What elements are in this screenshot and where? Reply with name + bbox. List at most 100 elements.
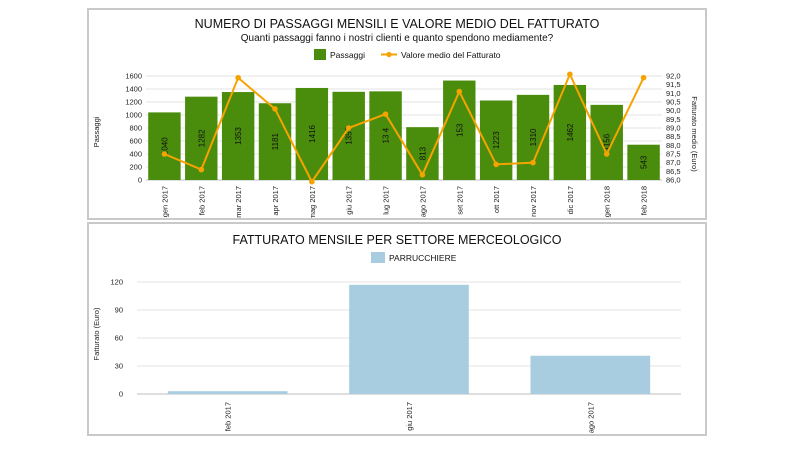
monthly-visits-chart: NUMERO DI PASSAGGI MENSILI E VALORE MEDI… <box>92 17 699 218</box>
y-right-tick-label: 88,0 <box>666 141 681 150</box>
y-left-tick-label: 1600 <box>125 72 142 81</box>
y-right-tick-label: 86,0 <box>666 176 681 185</box>
line-point <box>161 151 168 157</box>
bar-parrucchiere <box>530 355 651 394</box>
y-axis-left-label: Passaggi <box>92 116 101 147</box>
bar-data-label: 1156 <box>603 133 612 151</box>
line-point <box>272 106 278 112</box>
y-left-tick-label: 1400 <box>125 85 142 94</box>
x-tick-label: mar 2017 <box>234 186 243 218</box>
bar-passaggi <box>332 91 365 180</box>
bar-data-label: 1462 <box>566 123 575 141</box>
bar-data-label: 813 <box>418 146 427 160</box>
line-point <box>493 161 499 168</box>
x-tick-label: lug 2017 <box>382 186 391 215</box>
bar-passaggi <box>185 96 218 180</box>
y-tick-label: 60 <box>115 334 123 343</box>
bar-data-label: 1223 <box>492 131 501 149</box>
x-tick-label: ago 2017 <box>418 186 427 217</box>
line-point <box>419 172 426 178</box>
x-tick-label: feb 2017 <box>197 186 206 215</box>
x-tick-label: gen 2017 <box>160 186 169 217</box>
x-tick-label: dic 2017 <box>566 186 575 214</box>
bar-parrucchiere <box>349 284 469 394</box>
x-tick-label: giu 2017 <box>345 186 354 215</box>
bar-data-label: 1282 <box>197 129 206 147</box>
line-point <box>309 178 315 185</box>
line-point <box>603 151 610 157</box>
y-left-tick-label: 600 <box>129 137 142 146</box>
bar-data-label: 1353 <box>234 127 243 145</box>
bar-data-label: 153 <box>455 123 464 137</box>
legend-marker-fatturato <box>386 51 392 58</box>
x-tick-label: feb 2017 <box>224 402 233 431</box>
y-left-tick-label: 800 <box>129 124 142 133</box>
y-right-tick-label: 90,5 <box>666 98 681 107</box>
y-right-tick-label: 87,5 <box>666 150 681 159</box>
bar-data-label: 1040 <box>160 137 169 155</box>
revenue-by-sector-chart: FATTURATO MENSILE PER SETTORE MERCEOLOGI… <box>92 233 681 433</box>
x-tick-label: ott 2017 <box>492 186 501 213</box>
y-right-tick-label: 91,0 <box>666 89 681 98</box>
x-tick-label: ago 2017 <box>586 402 595 433</box>
chart-legend: Passaggi Valore medio del Fatturato <box>314 49 501 60</box>
y-right-tick-label: 91,5 <box>666 80 681 89</box>
y-right-tick-label: 89,0 <box>666 124 681 133</box>
x-tick-label: mag 2017 <box>308 186 317 218</box>
legend-label-passaggi: Passaggi <box>330 50 365 60</box>
legend-swatch-passaggi <box>314 49 326 60</box>
bar-data-label: 13 4 <box>382 127 391 143</box>
y-right-tick-label: 89,5 <box>666 115 681 124</box>
y-tick-label: 90 <box>115 306 123 315</box>
y-left-tick-label: 1200 <box>125 98 142 107</box>
y-left-tick-label: 1000 <box>125 111 142 120</box>
monthly-visits-chart-panel: NUMERO DI PASSAGGI MENSILI E VALORE MEDI… <box>87 8 707 220</box>
line-point <box>382 111 389 117</box>
line-point <box>235 74 241 81</box>
x-tick-label: gen 2018 <box>603 186 612 217</box>
bar-passaggi <box>148 112 181 180</box>
y-right-tick-label: 90,0 <box>666 106 681 115</box>
bar-parrucchiere <box>167 391 288 394</box>
line-fatturato-medio <box>164 71 645 184</box>
y-right-tick-label: 88,5 <box>666 132 681 141</box>
x-tick-label: apr 2017 <box>271 186 280 216</box>
x-tick-label: nov 2017 <box>529 186 538 217</box>
bar-data-label: 1310 <box>529 128 538 146</box>
y-right-tick-label: 87,0 <box>666 158 681 167</box>
legend-swatch-parrucchiere <box>371 252 385 263</box>
bar-passaggi <box>443 80 476 180</box>
y-right-tick-label: 92,0 <box>666 72 681 81</box>
y-tick-label: 0 <box>119 390 123 399</box>
bar-passaggi <box>406 127 439 180</box>
line-point <box>345 125 352 131</box>
bar-passaggi <box>369 91 402 180</box>
legend-label-parrucchiere: PARRUCCHIERE <box>389 253 457 263</box>
y-tick-label: 120 <box>110 278 123 287</box>
line-point <box>640 74 647 81</box>
bar-data-label: 1416 <box>308 125 317 143</box>
bar-passaggi <box>627 144 660 180</box>
x-tick-label: set 2017 <box>455 186 464 215</box>
y-axis-label: Fatturato (Euro) <box>92 307 101 360</box>
chart-title: NUMERO DI PASSAGGI MENSILI E VALORE MEDI… <box>195 17 600 31</box>
y-right-tick-label: 86,5 <box>666 167 681 176</box>
legend-label-fatturato: Valore medio del Fatturato <box>401 50 501 60</box>
chart-title: FATTURATO MENSILE PER SETTORE MERCEOLOGI… <box>233 233 562 247</box>
line-point <box>567 71 573 78</box>
line-point <box>530 159 536 166</box>
y-tick-label: 30 <box>115 362 123 371</box>
chart-legend: PARRUCCHIERE <box>371 252 457 263</box>
y-left-tick-label: 200 <box>129 163 142 172</box>
bar-data-label: 1181 <box>271 132 280 150</box>
bar-passaggi <box>590 104 623 180</box>
x-tick-label: giu 2017 <box>405 402 414 431</box>
y-axis-right-label: Fatturato medio (Euro) <box>690 96 699 172</box>
bar-data-label: 1357 <box>345 126 354 144</box>
x-tick-label: feb 2018 <box>640 186 649 215</box>
y-left-tick-label: 0 <box>138 176 142 185</box>
line-point <box>456 88 463 95</box>
bar-passaggi <box>258 103 292 180</box>
bar-data-label: 543 <box>640 155 649 169</box>
revenue-by-sector-chart-panel: FATTURATO MENSILE PER SETTORE MERCEOLOGI… <box>87 222 707 436</box>
